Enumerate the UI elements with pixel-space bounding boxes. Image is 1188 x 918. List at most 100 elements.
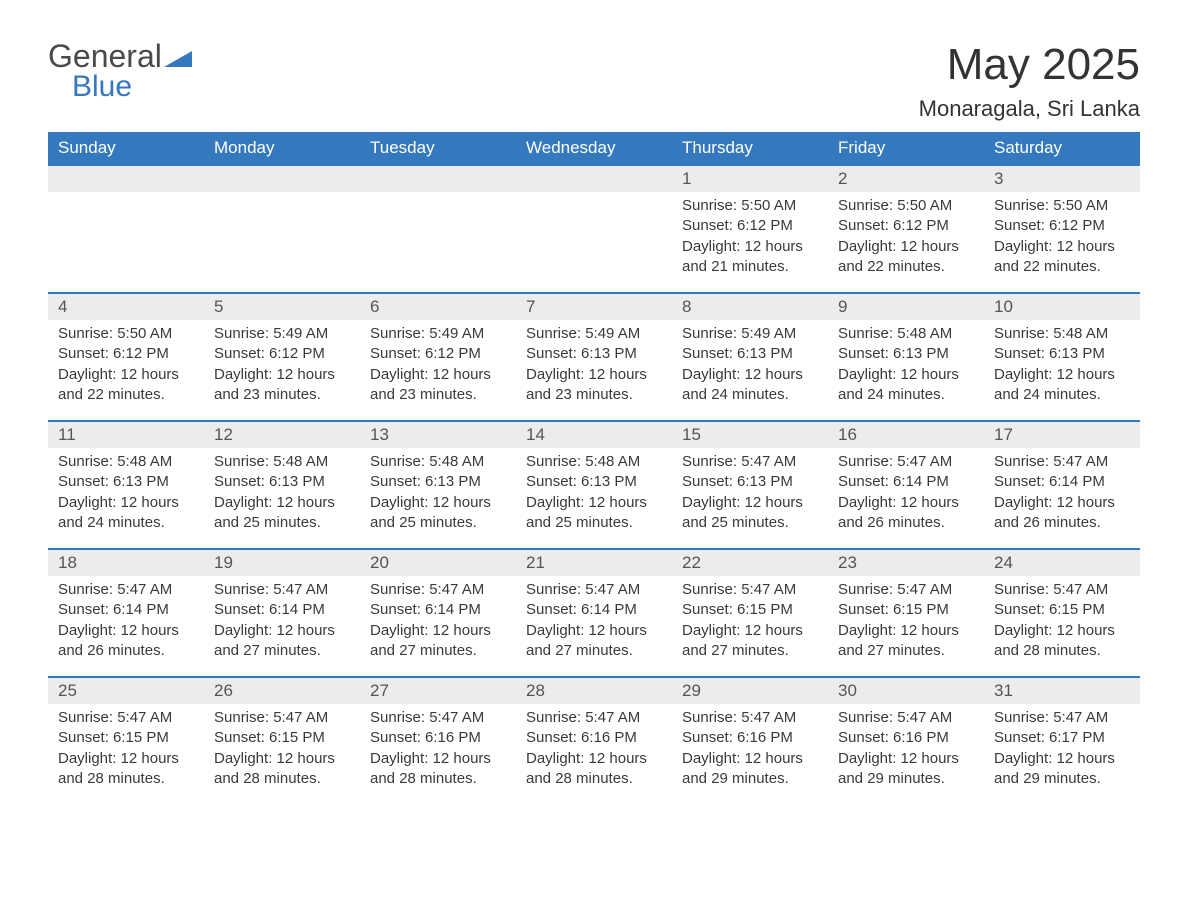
sunset-line: Sunset: 6:16 PM <box>682 728 818 748</box>
day-cell-inner: 23Sunrise: 5:47 AMSunset: 6:15 PMDayligh… <box>828 548 984 676</box>
sunrise-line: Sunrise: 5:47 AM <box>214 580 350 600</box>
date-number: 27 <box>360 676 516 704</box>
sunrise-line: Sunrise: 5:47 AM <box>682 708 818 728</box>
daylight-line: Daylight: 12 hours and 28 minutes. <box>370 749 506 790</box>
day-cell: 26Sunrise: 5:47 AMSunset: 6:15 PMDayligh… <box>204 676 360 804</box>
sunrise-line: Sunrise: 5:47 AM <box>838 580 974 600</box>
daylight-line: Daylight: 12 hours and 24 minutes. <box>58 493 194 534</box>
date-number: 30 <box>828 676 984 704</box>
sunset-line: Sunset: 6:15 PM <box>682 600 818 620</box>
day-details: Sunrise: 5:50 AMSunset: 6:12 PMDaylight:… <box>48 320 204 405</box>
sunrise-line: Sunrise: 5:48 AM <box>214 452 350 472</box>
daylight-line: Daylight: 12 hours and 24 minutes. <box>994 365 1130 406</box>
date-number: 17 <box>984 420 1140 448</box>
day-cell: 31Sunrise: 5:47 AMSunset: 6:17 PMDayligh… <box>984 676 1140 804</box>
sunrise-line: Sunrise: 5:50 AM <box>838 196 974 216</box>
sunrise-line: Sunrise: 5:49 AM <box>370 324 506 344</box>
date-number: 19 <box>204 548 360 576</box>
sunrise-line: Sunrise: 5:49 AM <box>526 324 662 344</box>
sunrise-line: Sunrise: 5:47 AM <box>214 708 350 728</box>
day-cell <box>360 164 516 292</box>
daylight-line: Daylight: 12 hours and 21 minutes. <box>682 237 818 278</box>
daylight-line: Daylight: 12 hours and 25 minutes. <box>526 493 662 534</box>
date-number: 24 <box>984 548 1140 576</box>
sunset-line: Sunset: 6:16 PM <box>526 728 662 748</box>
date-number: 9 <box>828 292 984 320</box>
date-number: 29 <box>672 676 828 704</box>
sunset-line: Sunset: 6:13 PM <box>370 472 506 492</box>
day-cell: 6Sunrise: 5:49 AMSunset: 6:12 PMDaylight… <box>360 292 516 420</box>
day-details: Sunrise: 5:49 AMSunset: 6:12 PMDaylight:… <box>204 320 360 405</box>
daylight-line: Daylight: 12 hours and 28 minutes. <box>994 621 1130 662</box>
sunrise-line: Sunrise: 5:49 AM <box>214 324 350 344</box>
sunrise-line: Sunrise: 5:50 AM <box>994 196 1130 216</box>
sunset-line: Sunset: 6:14 PM <box>58 600 194 620</box>
sunrise-line: Sunrise: 5:48 AM <box>370 452 506 472</box>
daylight-line: Daylight: 12 hours and 27 minutes. <box>526 621 662 662</box>
day-cell: 24Sunrise: 5:47 AMSunset: 6:15 PMDayligh… <box>984 548 1140 676</box>
sunset-line: Sunset: 6:13 PM <box>58 472 194 492</box>
day-cell-inner: 27Sunrise: 5:47 AMSunset: 6:16 PMDayligh… <box>360 676 516 804</box>
daylight-line: Daylight: 12 hours and 25 minutes. <box>214 493 350 534</box>
day-cell-inner <box>204 164 360 292</box>
day-cell: 10Sunrise: 5:48 AMSunset: 6:13 PMDayligh… <box>984 292 1140 420</box>
day-cell: 1Sunrise: 5:50 AMSunset: 6:12 PMDaylight… <box>672 164 828 292</box>
title-block: May 2025 Monaragala, Sri Lanka <box>919 40 1140 132</box>
day-details: Sunrise: 5:49 AMSunset: 6:13 PMDaylight:… <box>516 320 672 405</box>
sunrise-line: Sunrise: 5:47 AM <box>994 452 1130 472</box>
sunset-line: Sunset: 6:13 PM <box>994 344 1130 364</box>
week-row: 25Sunrise: 5:47 AMSunset: 6:15 PMDayligh… <box>48 676 1140 804</box>
date-number: 28 <box>516 676 672 704</box>
day-cell: 18Sunrise: 5:47 AMSunset: 6:14 PMDayligh… <box>48 548 204 676</box>
day-cell-inner: 11Sunrise: 5:48 AMSunset: 6:13 PMDayligh… <box>48 420 204 548</box>
day-details: Sunrise: 5:48 AMSunset: 6:13 PMDaylight:… <box>204 448 360 533</box>
day-cell-inner: 31Sunrise: 5:47 AMSunset: 6:17 PMDayligh… <box>984 676 1140 804</box>
sunrise-line: Sunrise: 5:47 AM <box>58 580 194 600</box>
day-cell: 30Sunrise: 5:47 AMSunset: 6:16 PMDayligh… <box>828 676 984 804</box>
day-header-sat: Saturday <box>984 132 1140 164</box>
date-number: 7 <box>516 292 672 320</box>
date-number: 6 <box>360 292 516 320</box>
sunrise-line: Sunrise: 5:47 AM <box>526 580 662 600</box>
day-details: Sunrise: 5:47 AMSunset: 6:15 PMDaylight:… <box>828 576 984 661</box>
day-cell-inner: 24Sunrise: 5:47 AMSunset: 6:15 PMDayligh… <box>984 548 1140 676</box>
day-cell-inner: 7Sunrise: 5:49 AMSunset: 6:13 PMDaylight… <box>516 292 672 420</box>
date-number: 23 <box>828 548 984 576</box>
day-cell-inner: 12Sunrise: 5:48 AMSunset: 6:13 PMDayligh… <box>204 420 360 548</box>
sunset-line: Sunset: 6:13 PM <box>526 344 662 364</box>
day-cell: 16Sunrise: 5:47 AMSunset: 6:14 PMDayligh… <box>828 420 984 548</box>
day-cell: 4Sunrise: 5:50 AMSunset: 6:12 PMDaylight… <box>48 292 204 420</box>
week-row: 1Sunrise: 5:50 AMSunset: 6:12 PMDaylight… <box>48 164 1140 292</box>
sunset-line: Sunset: 6:12 PM <box>994 216 1130 236</box>
day-cell-inner: 8Sunrise: 5:49 AMSunset: 6:13 PMDaylight… <box>672 292 828 420</box>
day-cell: 11Sunrise: 5:48 AMSunset: 6:13 PMDayligh… <box>48 420 204 548</box>
sunset-line: Sunset: 6:14 PM <box>214 600 350 620</box>
day-header-wed: Wednesday <box>516 132 672 164</box>
brand-word2: Blue <box>72 72 192 102</box>
day-header-mon: Monday <box>204 132 360 164</box>
day-cell: 3Sunrise: 5:50 AMSunset: 6:12 PMDaylight… <box>984 164 1140 292</box>
daylight-line: Daylight: 12 hours and 22 minutes. <box>838 237 974 278</box>
date-number: 25 <box>48 676 204 704</box>
day-cell-inner: 1Sunrise: 5:50 AMSunset: 6:12 PMDaylight… <box>672 164 828 292</box>
day-details: Sunrise: 5:47 AMSunset: 6:16 PMDaylight:… <box>828 704 984 789</box>
day-cell-inner: 22Sunrise: 5:47 AMSunset: 6:15 PMDayligh… <box>672 548 828 676</box>
day-header-row: Sunday Monday Tuesday Wednesday Thursday… <box>48 132 1140 164</box>
daylight-line: Daylight: 12 hours and 26 minutes. <box>58 621 194 662</box>
day-cell-inner: 6Sunrise: 5:49 AMSunset: 6:12 PMDaylight… <box>360 292 516 420</box>
day-cell-inner: 18Sunrise: 5:47 AMSunset: 6:14 PMDayligh… <box>48 548 204 676</box>
day-cell: 23Sunrise: 5:47 AMSunset: 6:15 PMDayligh… <box>828 548 984 676</box>
sunset-line: Sunset: 6:17 PM <box>994 728 1130 748</box>
day-cell: 12Sunrise: 5:48 AMSunset: 6:13 PMDayligh… <box>204 420 360 548</box>
day-details: Sunrise: 5:50 AMSunset: 6:12 PMDaylight:… <box>984 192 1140 277</box>
calendar-body: 1Sunrise: 5:50 AMSunset: 6:12 PMDaylight… <box>48 164 1140 804</box>
date-number: 16 <box>828 420 984 448</box>
day-header-tue: Tuesday <box>360 132 516 164</box>
daylight-line: Daylight: 12 hours and 28 minutes. <box>214 749 350 790</box>
date-number: 10 <box>984 292 1140 320</box>
brand-word1: General <box>48 38 162 74</box>
day-details: Sunrise: 5:47 AMSunset: 6:14 PMDaylight:… <box>360 576 516 661</box>
date-number <box>48 164 204 192</box>
daylight-line: Daylight: 12 hours and 29 minutes. <box>682 749 818 790</box>
day-details: Sunrise: 5:47 AMSunset: 6:14 PMDaylight:… <box>516 576 672 661</box>
